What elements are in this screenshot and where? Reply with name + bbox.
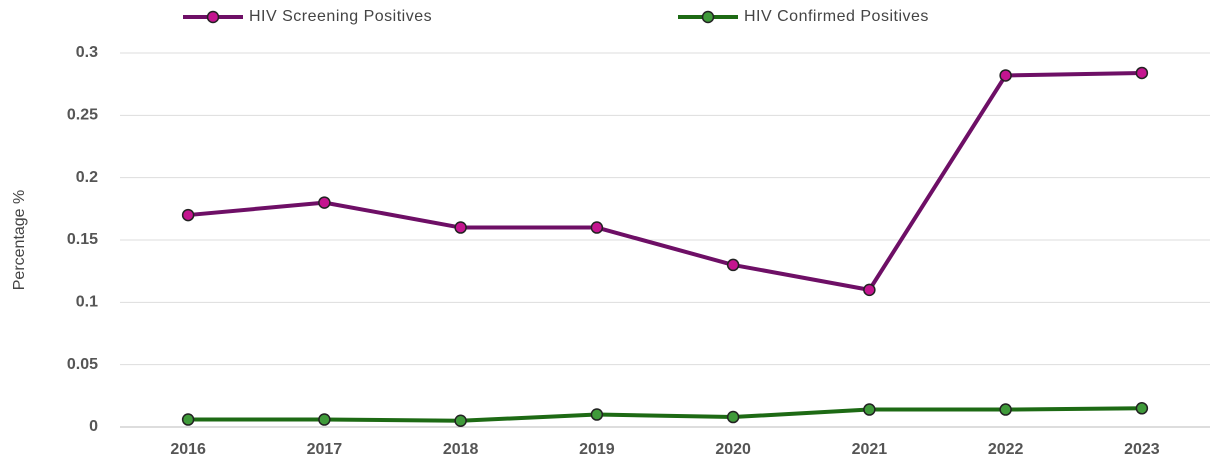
y-axis-label: Percentage % xyxy=(11,190,28,291)
data-point xyxy=(181,208,195,222)
y-tick-label: 0.15 xyxy=(67,231,98,248)
legend-label: HIV Screening Positives xyxy=(249,8,432,25)
data-point xyxy=(726,410,740,424)
x-tick-label: 2018 xyxy=(443,441,479,458)
y-tick-label: 0.05 xyxy=(67,356,98,373)
data-point xyxy=(454,221,467,234)
x-tick-label: 2017 xyxy=(307,441,343,458)
data-point xyxy=(1135,402,1149,415)
data-point xyxy=(590,408,604,421)
series-line xyxy=(187,70,1142,292)
data-point xyxy=(726,258,740,272)
x-tick-label: 2019 xyxy=(579,441,615,458)
x-tick-label: 2021 xyxy=(852,441,888,458)
y-tick-label: 0.25 xyxy=(67,107,98,124)
x-tick-label: 2022 xyxy=(988,441,1024,458)
data-point xyxy=(590,221,604,234)
data-point xyxy=(863,283,876,297)
data-point xyxy=(318,196,331,209)
y-tick-label: 0.2 xyxy=(76,169,98,186)
data-point xyxy=(863,403,876,416)
data-point xyxy=(999,403,1012,416)
y-tick-label: 0 xyxy=(89,418,98,435)
data-point xyxy=(318,413,331,426)
x-tick-label: 2016 xyxy=(170,441,206,458)
data-point xyxy=(181,413,195,426)
x-tick-label: 2020 xyxy=(715,441,751,458)
y-tick-label: 0.1 xyxy=(76,294,98,311)
legend-marker xyxy=(206,10,220,24)
y-tick-label: 0.3 xyxy=(76,44,98,61)
data-point xyxy=(454,414,467,428)
data-point xyxy=(1135,66,1149,80)
legend-marker xyxy=(701,10,715,24)
data-point xyxy=(999,69,1012,82)
legend-label: HIV Confirmed Positives xyxy=(744,8,929,25)
series-line xyxy=(188,406,1142,423)
x-tick-label: 2023 xyxy=(1124,441,1160,458)
